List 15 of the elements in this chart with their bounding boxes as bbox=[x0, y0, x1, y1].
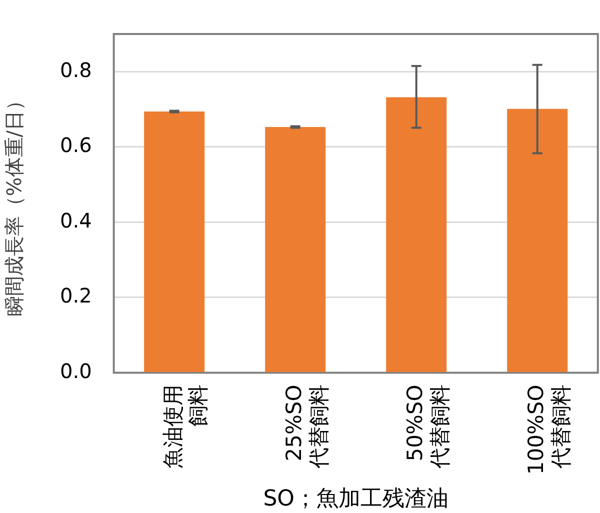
y-axis-title: 瞬間成長率（%体重/日） bbox=[2, 90, 26, 316]
y-tick-label: 0.8 bbox=[60, 58, 92, 82]
y-tick-label: 0.0 bbox=[60, 358, 92, 383]
x-axis-title: SO；魚加工残渣油 bbox=[263, 486, 448, 512]
bar bbox=[507, 108, 568, 372]
y-tick-label: 0.4 bbox=[60, 208, 92, 232]
x-tick-label: 25%SO代替飼料 bbox=[282, 384, 331, 470]
x-tick-label: 50%SO代替飼料 bbox=[402, 384, 452, 470]
bar bbox=[265, 126, 326, 372]
bar bbox=[144, 112, 205, 372]
y-tick-label: 0.6 bbox=[60, 133, 92, 158]
x-tick-label: 魚油使用飼料 bbox=[160, 384, 210, 469]
y-tick-label: 0.2 bbox=[60, 284, 92, 308]
bar bbox=[386, 97, 447, 372]
x-tick-label: 100%SO代替飼料 bbox=[524, 384, 574, 475]
